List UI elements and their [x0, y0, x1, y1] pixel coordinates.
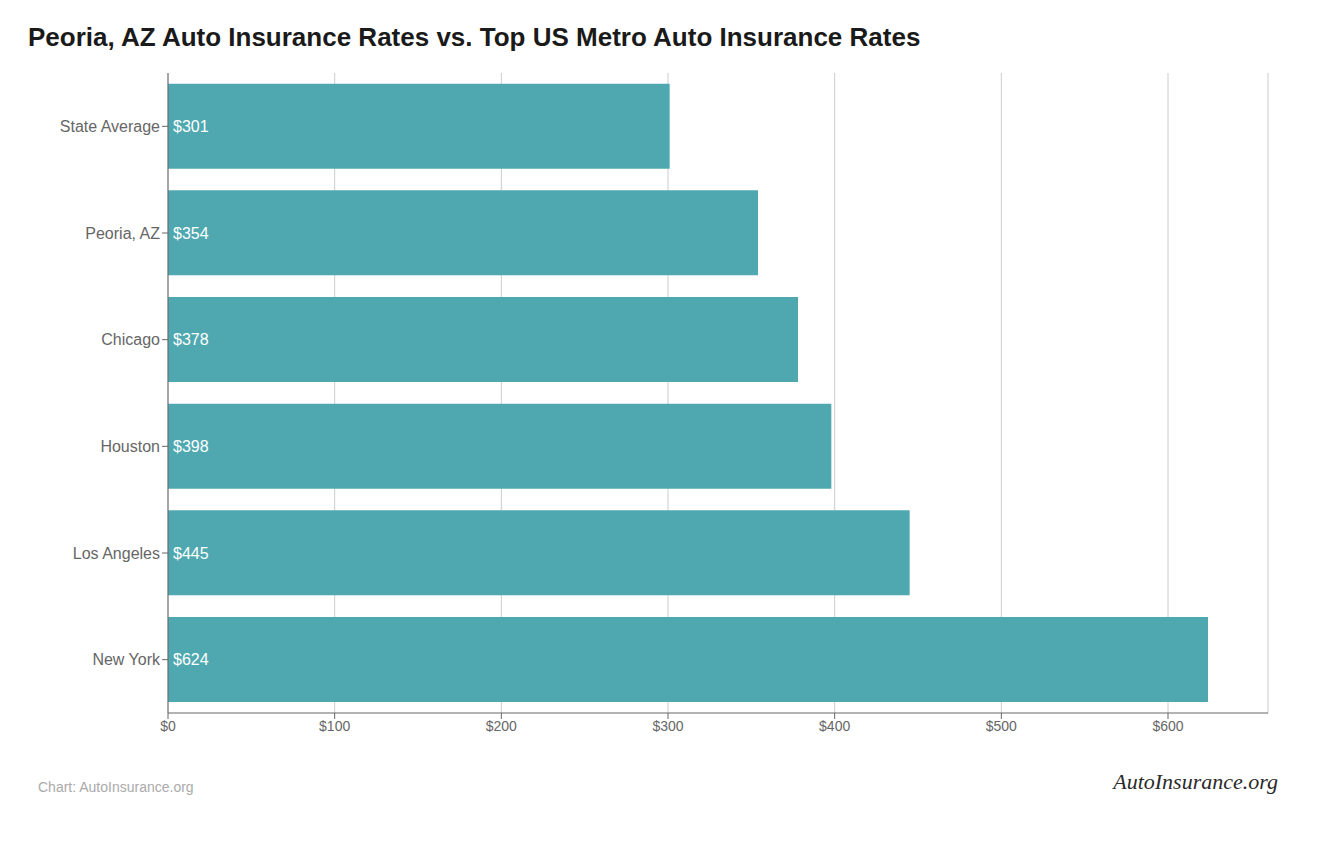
svg-text:$300: $300: [652, 718, 683, 734]
svg-text:New York: New York: [92, 651, 161, 668]
html-text:Peoria, AZ Auto Insurance Rate: Peoria, AZ Auto Insurance Rates vs. Top …: [28, 22, 921, 52]
svg-text:$400: $400: [819, 718, 850, 734]
svg-text:$600: $600: [1152, 718, 1183, 734]
svg-text:State Average: State Average: [60, 118, 160, 135]
svg-text:$354: $354: [173, 225, 209, 242]
svg-text:$0: $0: [160, 718, 176, 734]
svg-text:$200: $200: [486, 718, 517, 734]
svg-text:$624: $624: [173, 651, 209, 668]
html-text:Chart: AutoInsurance.org: Chart: AutoInsurance.org: [38, 779, 194, 795]
svg-text:$100: $100: [319, 718, 350, 734]
svg-text:Houston: Houston: [100, 438, 160, 455]
svg-text:$500: $500: [986, 718, 1017, 734]
svg-text:Chicago: Chicago: [101, 331, 160, 348]
svg-text:Peoria, AZ: Peoria, AZ: [85, 225, 160, 242]
svg-text:Los Angeles: Los Angeles: [73, 545, 160, 562]
html-text:AutoInsurance.org: AutoInsurance.org: [1113, 769, 1278, 794]
svg-text:$301: $301: [173, 118, 209, 135]
svg-text:$398: $398: [173, 438, 209, 455]
svg-text:$445: $445: [173, 545, 209, 562]
svg-text:$378: $378: [173, 331, 209, 348]
